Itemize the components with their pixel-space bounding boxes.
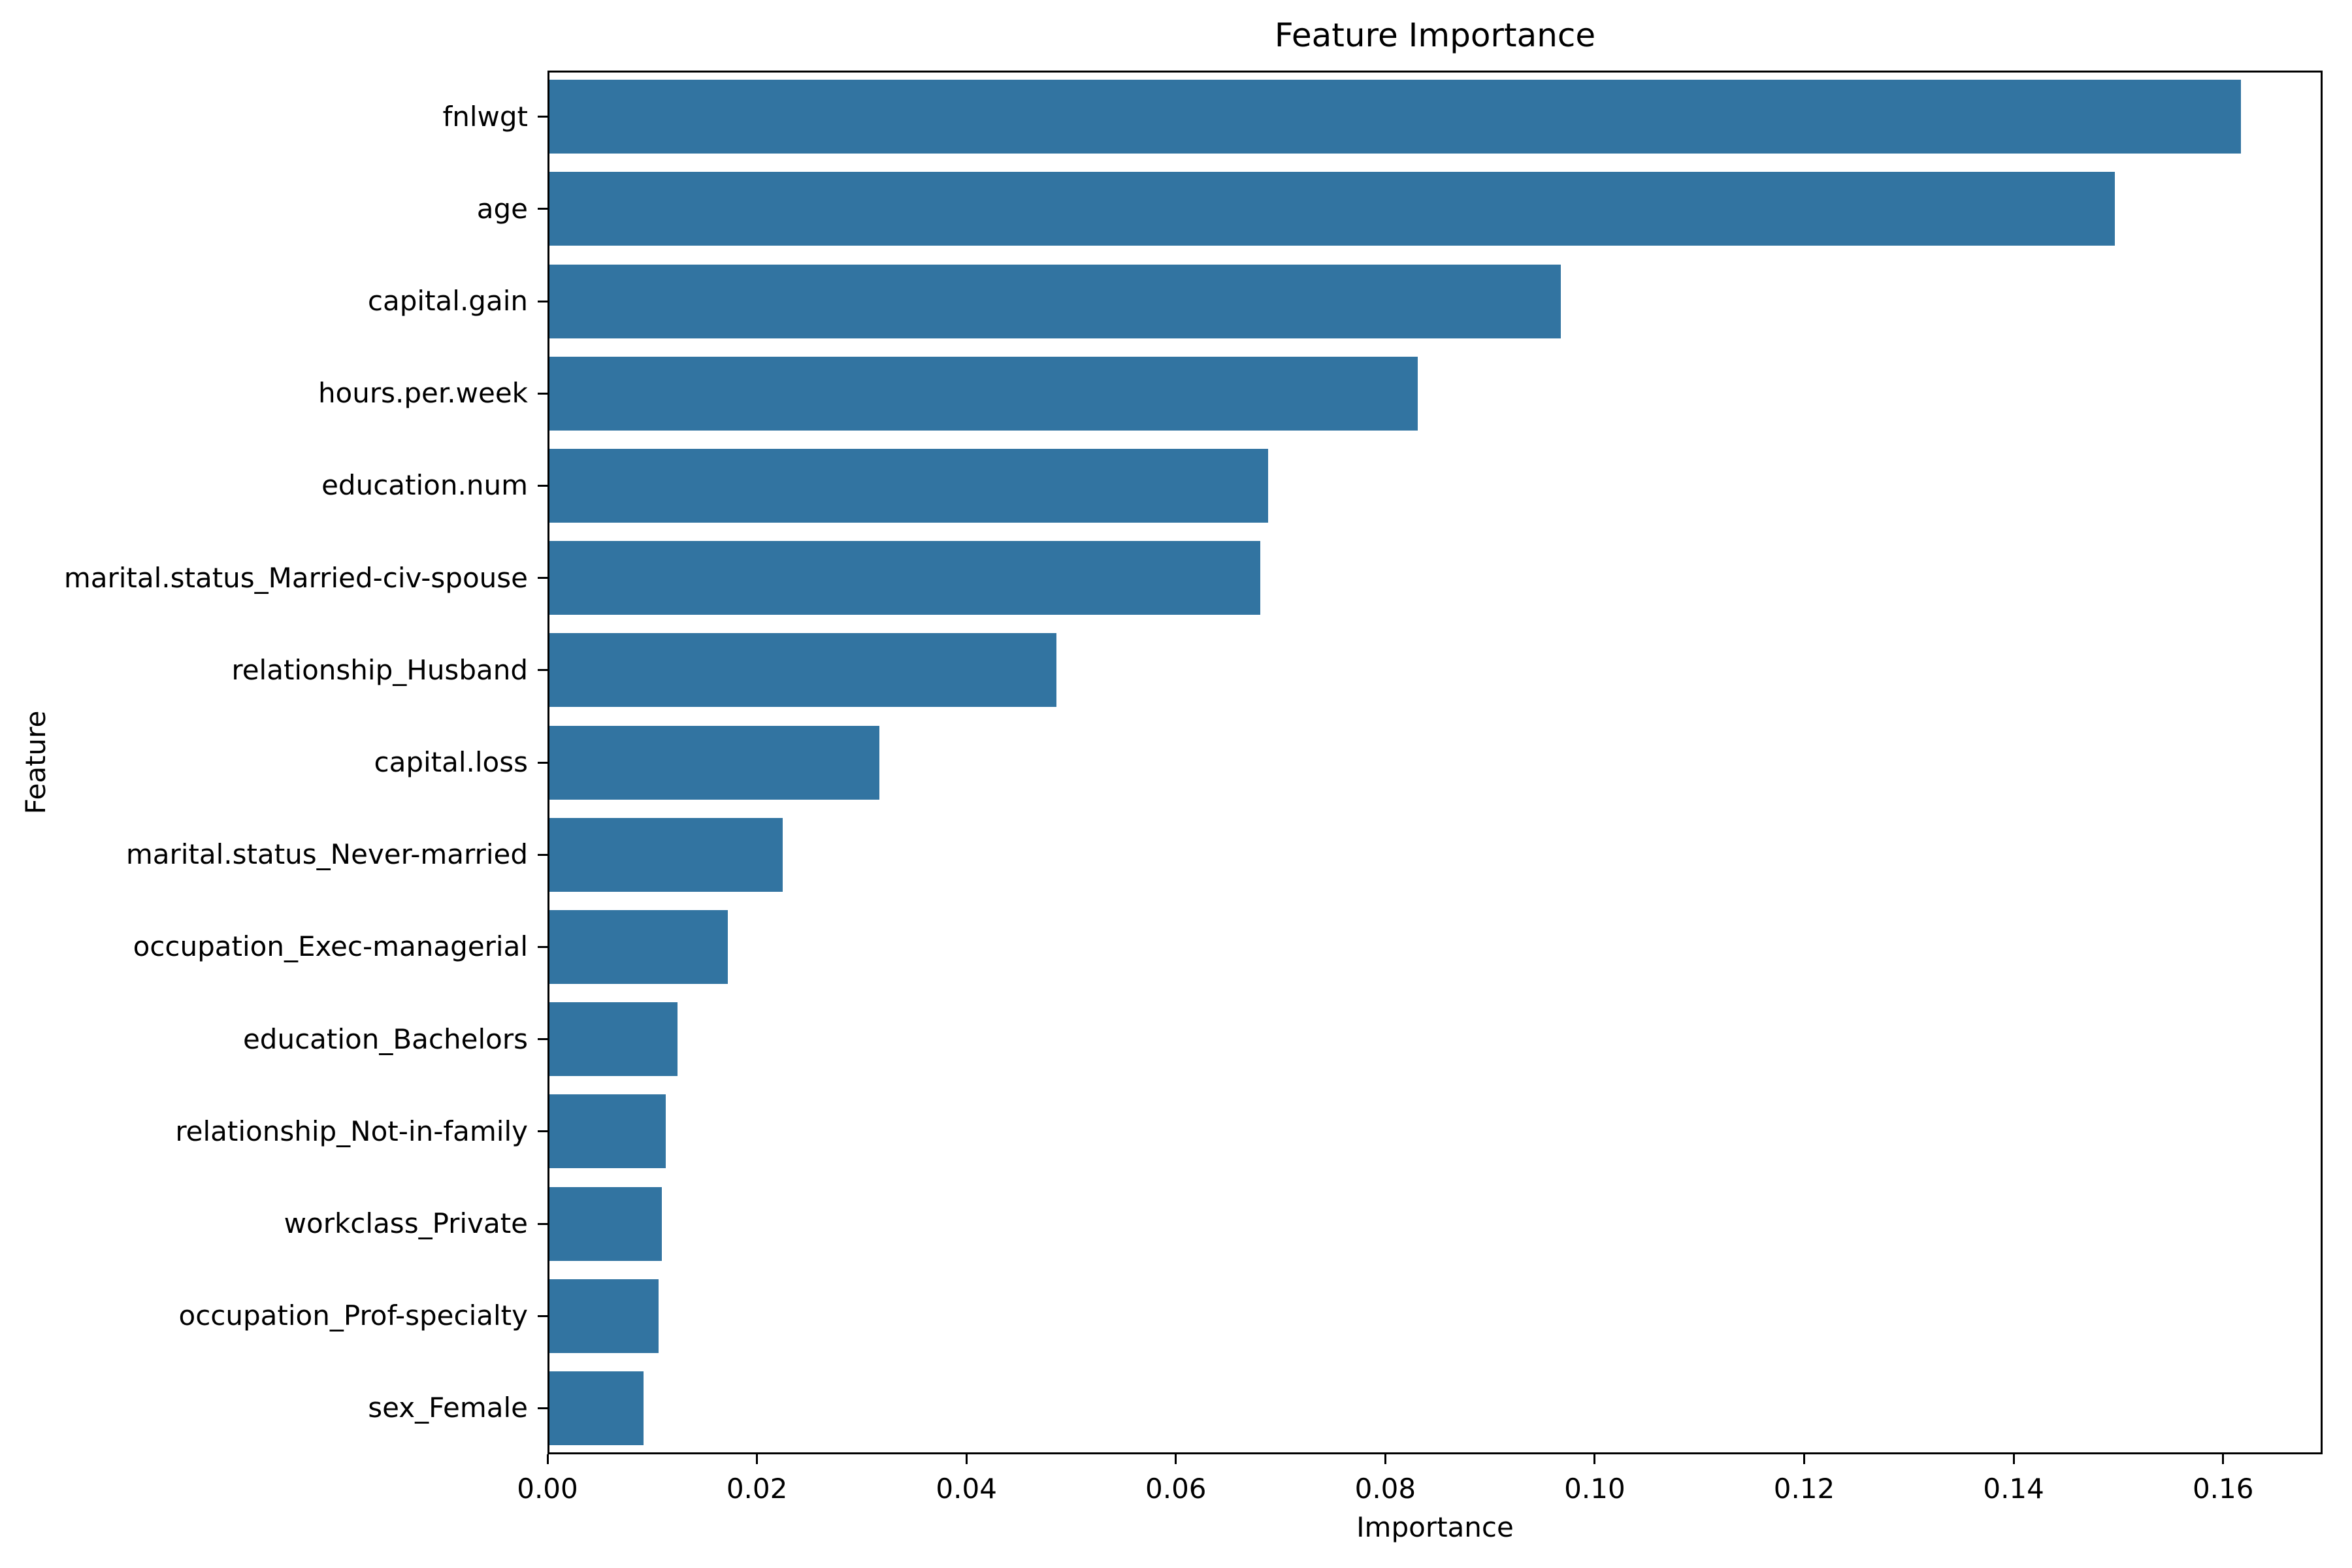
x-tick-label-0.06: 0.06 [1145, 1473, 1207, 1505]
x-tick-mark [1175, 1454, 1177, 1464]
y-tick-label-age: age [476, 192, 528, 225]
bar-workclass_Private [549, 1186, 662, 1261]
x-tick-mark [1593, 1454, 1596, 1464]
y-tick-mark [538, 1222, 547, 1225]
y-tick-label-capital.gain: capital.gain [367, 285, 528, 317]
x-tick-label-0.00: 0.00 [517, 1473, 578, 1505]
y-tick-mark [538, 577, 547, 580]
bar-relationship_Husband [549, 633, 1056, 708]
x-tick-mark [2012, 1454, 2015, 1464]
y-tick-mark [538, 300, 547, 302]
bar-sex_Female [549, 1371, 644, 1445]
y-tick-label-marital.status_Never-married: marital.status_Never-married [125, 838, 528, 871]
bar-education.num [549, 448, 1268, 523]
x-tick-mark [965, 1454, 968, 1464]
y-tick-label-marital.status_Married-civ-spouse: marital.status_Married-civ-spouse [63, 561, 528, 594]
x-tick-mark [2222, 1454, 2225, 1464]
y-tick-mark [538, 1315, 547, 1317]
bar-capital.gain [549, 264, 1561, 338]
x-tick-label-0.16: 0.16 [2192, 1473, 2254, 1505]
y-tick-label-education.num: education.num [321, 469, 528, 502]
y-tick-label-occupation_Exec-managerial: occupation_Exec-managerial [133, 930, 528, 963]
x-tick-label-0.10: 0.10 [1564, 1473, 1625, 1505]
y-tick-mark [538, 1130, 547, 1133]
x-tick-mark [546, 1454, 549, 1464]
bar-relationship_Not-in-family [549, 1094, 666, 1169]
x-tick-label-0.04: 0.04 [936, 1473, 997, 1505]
x-tick-mark [1803, 1454, 1806, 1464]
x-axis-title: Importance [1356, 1511, 1514, 1543]
y-tick-label-fnlwgt: fnlwgt [442, 100, 528, 133]
y-tick-mark [538, 853, 547, 856]
bar-education_Bachelors [549, 1002, 678, 1077]
y-tick-label-sex_Female: sex_Female [368, 1392, 528, 1424]
y-tick-label-workclass_Private: workclass_Private [284, 1207, 528, 1239]
bar-marital.status_Never-married [549, 817, 783, 892]
x-tick-label-0.02: 0.02 [726, 1473, 788, 1505]
plot-area [547, 71, 2323, 1454]
bar-hours.per.week [549, 356, 1418, 431]
chart-title: Feature Importance [1274, 16, 1596, 54]
x-tick-mark [1384, 1454, 1386, 1464]
y-tick-label-education_Bachelors: education_Bachelors [242, 1022, 528, 1055]
y-tick-label-capital.loss: capital.loss [374, 746, 528, 778]
bar-occupation_Exec-managerial [549, 909, 728, 984]
y-tick-mark [538, 1038, 547, 1041]
x-tick-label-0.14: 0.14 [1983, 1473, 2044, 1505]
x-tick-mark [756, 1454, 759, 1464]
y-tick-mark [538, 945, 547, 948]
y-tick-mark [538, 392, 547, 395]
y-tick-mark [538, 484, 547, 487]
y-tick-mark [538, 761, 547, 764]
x-tick-label-0.12: 0.12 [1773, 1473, 1835, 1505]
y-tick-mark [538, 116, 547, 118]
x-tick-label-0.08: 0.08 [1354, 1473, 1416, 1505]
bar-age [549, 172, 2115, 246]
y-tick-label-relationship_Husband: relationship_Husband [231, 653, 528, 686]
y-tick-mark [538, 669, 547, 672]
bar-marital.status_Married-civ-spouse [549, 541, 1260, 615]
bar-capital.loss [549, 725, 879, 800]
y-tick-label-hours.per.week: hours.per.week [318, 377, 528, 410]
bar-occupation_Prof-specialty [549, 1279, 659, 1353]
y-axis-title: Feature [20, 710, 52, 815]
y-tick-mark [538, 208, 547, 210]
y-tick-mark [538, 1407, 547, 1409]
bar-fnlwgt [549, 80, 2241, 154]
y-tick-label-relationship_Not-in-family: relationship_Not-in-family [175, 1115, 528, 1147]
y-tick-label-occupation_Prof-specialty: occupation_Prof-specialty [178, 1299, 529, 1332]
